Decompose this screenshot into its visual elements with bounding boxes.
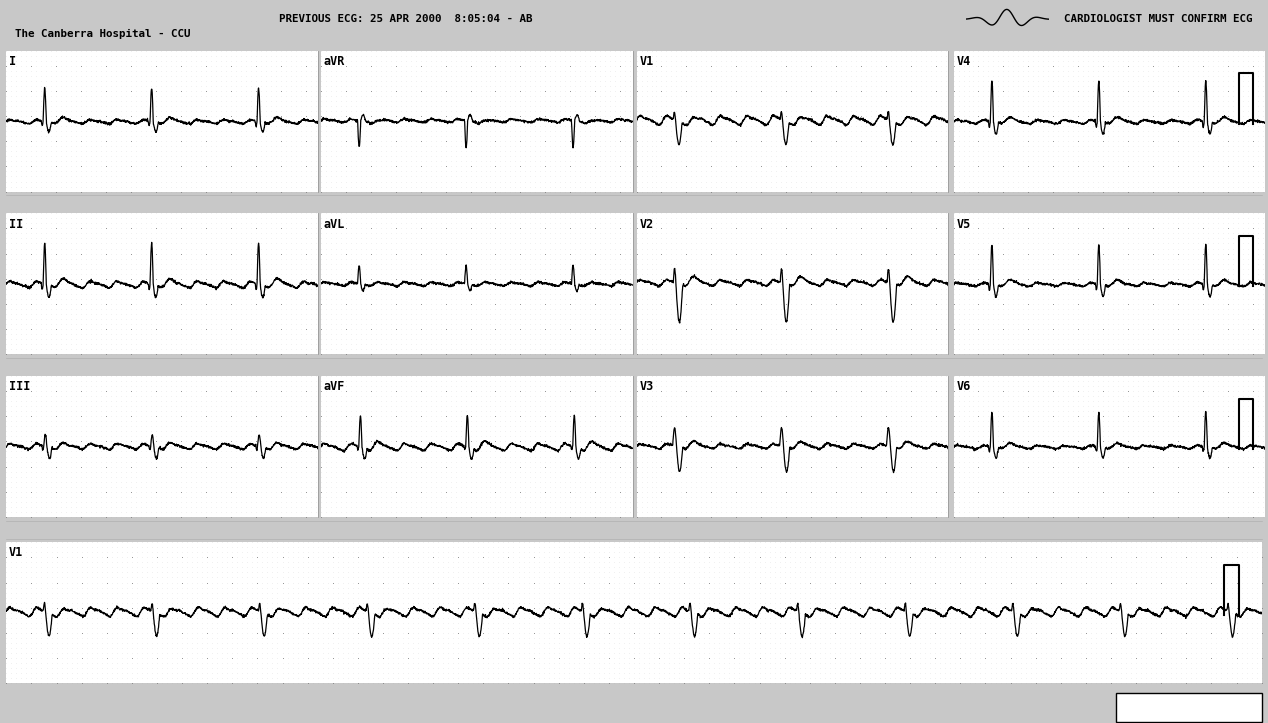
Text: V6: V6 — [956, 380, 971, 393]
Text: The Canberra Hospital - CCU: The Canberra Hospital - CCU — [15, 29, 190, 39]
Text: II: II — [9, 218, 24, 231]
Text: V3: V3 — [639, 380, 654, 393]
Text: I: I — [9, 55, 16, 68]
Text: PREVIOUS ECG: 25 APR 2000  8:05:04 - AB: PREVIOUS ECG: 25 APR 2000 8:05:04 - AB — [279, 14, 533, 25]
Text: V1: V1 — [639, 55, 654, 68]
Text: aVL: aVL — [323, 218, 345, 231]
Text: V5: V5 — [956, 218, 971, 231]
Text: aVF: aVF — [323, 380, 345, 393]
Text: III: III — [9, 380, 30, 393]
Text: V1: V1 — [9, 547, 23, 560]
Text: V4: V4 — [956, 55, 971, 68]
Text: aVR: aVR — [323, 55, 345, 68]
Text: V2: V2 — [639, 218, 654, 231]
Text: CARDIOLOGIST MUST CONFIRM ECG: CARDIOLOGIST MUST CONFIRM ECG — [1064, 14, 1253, 25]
